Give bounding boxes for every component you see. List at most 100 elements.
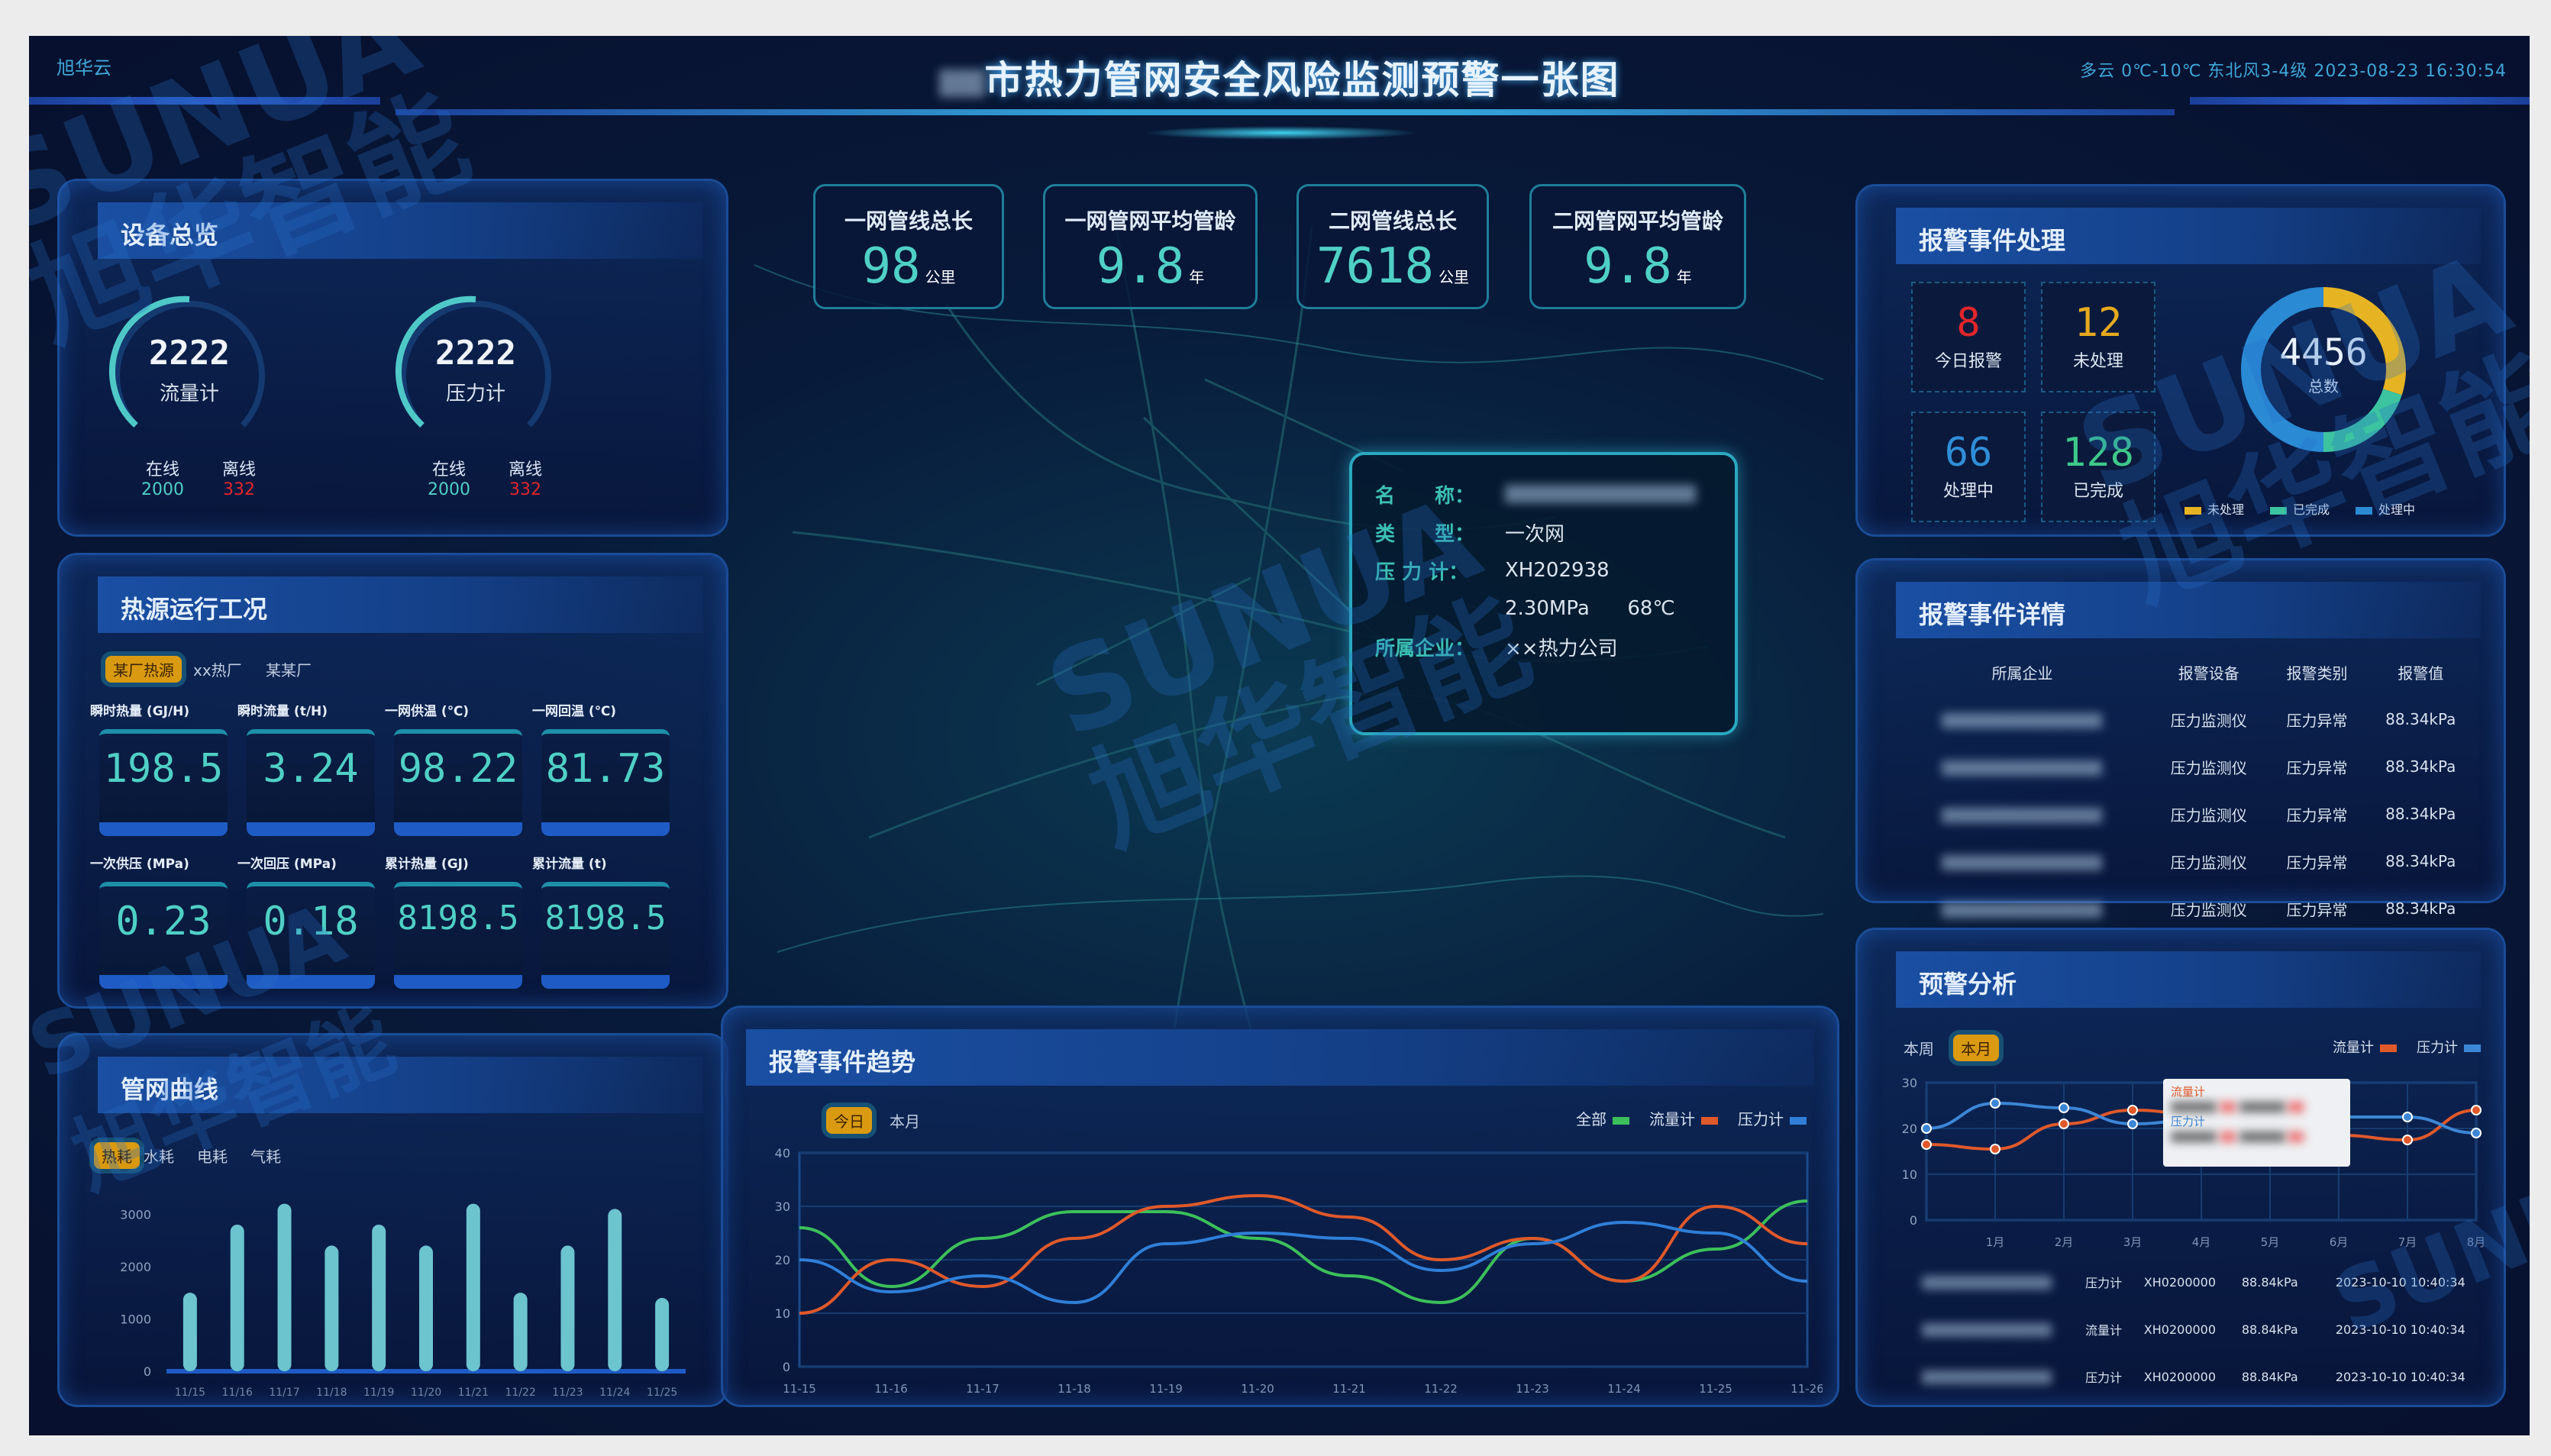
flowmeter-gauge: 2222 流量计 <box>105 288 273 456</box>
table-cell <box>1896 838 2149 885</box>
y-tick-label: 30 <box>1902 1076 1917 1090</box>
tab-heat[interactable]: 热耗 <box>94 1142 140 1169</box>
stat-label: 二网管线总长 <box>1328 208 1457 234</box>
x-tick-label: 11/23 <box>552 1387 583 1399</box>
y-tick-label: 0 <box>1910 1213 1917 1228</box>
y-tick-label: 10 <box>1902 1167 1917 1182</box>
metric-value: 3.24 <box>247 729 375 836</box>
bar <box>513 1293 528 1371</box>
table-row: 压力监测仪 压力异常 88.34kPa <box>1896 885 2476 932</box>
series-line-全部 <box>799 1199 1808 1305</box>
data-point <box>2471 1128 2482 1138</box>
legend-item: 已完成 <box>2264 499 2330 518</box>
alarm-label: 已完成 <box>2072 482 2123 501</box>
legend-label: 压力计 <box>1738 1110 1784 1128</box>
trend-legend: 全部 流量计 压力计 <box>1576 1107 1807 1129</box>
x-tick-label: 5月 <box>2261 1235 2280 1249</box>
tab-power[interactable]: 电耗 <box>197 1148 228 1166</box>
metric-label: 累计流量 (t) <box>532 857 607 872</box>
tab-gas[interactable]: 气耗 <box>250 1148 281 1166</box>
table-cell: 压力异常 <box>2286 711 2348 730</box>
table-cell: 88.34kPa <box>2385 757 2456 776</box>
legend-item: 流量计 <box>2333 1037 2397 1057</box>
redacted-text <box>1922 1322 2052 1337</box>
list-item: 压力计 XH0200000 88.84kPa 2023-10-10 10:40:34 <box>1896 1353 2491 1400</box>
map-device-popup: 名 称： 类 型： 一次网 压 力 计： XH202938 2.30MPa 68℃ … <box>1349 452 1738 735</box>
legend-item: 压力计 <box>2417 1037 2481 1057</box>
x-tick-label: 11-24 <box>1607 1382 1641 1396</box>
tab-source-2[interactable]: xx热厂 <box>193 661 242 680</box>
table-cell <box>1896 1353 2078 1400</box>
table-cell: 压力异常 <box>2286 758 2348 777</box>
tab-source-3[interactable]: 某某厂 <box>266 661 312 680</box>
pressure-gauge: 2222 压力计 <box>392 288 560 456</box>
stat-label: 一网管线总长 <box>844 208 973 234</box>
legend-label: 流量计 <box>2333 1040 2374 1056</box>
table-row: 压力监测仪 压力异常 88.34kPa <box>1896 743 2476 790</box>
stat-value: 9.8 年 <box>1584 238 1692 295</box>
table-cell: 88.84kPa <box>2241 1322 2298 1337</box>
popup-key: 名 称： <box>1375 484 1475 508</box>
table-header: 所属企业 报警设备 报警类别 报警值 <box>1896 648 2476 696</box>
chart-tooltip: 流量计 压力计 <box>2163 1079 2350 1167</box>
legend-label: 压力计 <box>2417 1040 2458 1056</box>
tab-month[interactable]: 本月 <box>1953 1035 1999 1061</box>
stat-value: 98 公里 <box>861 238 956 295</box>
list-item: 压力计 XH0200000 88.84kPa 2023-10-10 10:40:34 <box>1896 1258 2491 1306</box>
table-cell <box>1896 790 2149 838</box>
table-cell: 压力异常 <box>2286 900 2348 919</box>
device-overview-panel: 设备总览 2222 流量计 在线 2000 离线 332 2222 压力计 在线 20… <box>57 179 728 537</box>
tab-water[interactable]: 水耗 <box>144 1148 174 1166</box>
table-cell: 压力监测仪 <box>2170 758 2247 777</box>
pipe-curve-bar-chart: 0 1000 2000 3000 11/15 11/16 11/17 11/18 11/19 11… <box>120 1203 686 1399</box>
bar <box>466 1203 480 1371</box>
table-cell <box>1896 696 2149 743</box>
metric-label: 瞬时热量 (GJ/H) <box>90 704 190 719</box>
legend-item: 全部 <box>1576 1107 1629 1129</box>
x-tick-label: 11-20 <box>1241 1382 1274 1396</box>
pipe-curve-panel: 管网曲线 热耗 水耗 电耗 气耗 0 1000 2000 3000 11/15 11/16… <box>57 1033 728 1407</box>
metric-value: 0.23 <box>99 882 228 989</box>
legend-label: 未处理 <box>2207 502 2245 517</box>
series-line-压力计 <box>799 1220 1808 1305</box>
redacted-text <box>1942 854 2103 870</box>
tab-month[interactable]: 本月 <box>890 1112 920 1131</box>
city-map[interactable] <box>716 150 1846 1067</box>
y-tick-label: 1000 <box>120 1312 151 1326</box>
legend-item: 未处理 <box>2178 499 2244 518</box>
table-cell: 88.34kPa <box>2385 899 2456 918</box>
x-tick-label: 11-17 <box>966 1382 999 1396</box>
x-tick-label: 11/19 <box>363 1387 394 1399</box>
metric-label: 一次回压 (MPa) <box>237 857 337 872</box>
x-tick-label: 11/24 <box>599 1387 630 1399</box>
metric-value: 0.18 <box>247 882 375 989</box>
x-tick-label: 11-26 <box>1791 1382 1823 1396</box>
data-point <box>2059 1102 2069 1113</box>
alarm-status-donut <box>2241 287 2406 452</box>
legend-swatch <box>2356 506 2373 515</box>
legend-swatch <box>2184 506 2201 515</box>
popup-key: 压 力 计： <box>1375 560 1469 584</box>
warning-analysis-panel: 预警分析 本周 本月 流量计 压力计 0 10 20 30 1月 2月 3月 4月 5月 6月 7月 8… <box>1855 928 2506 1407</box>
table-cell: 压力计 <box>2085 1370 2123 1385</box>
donut-slice-处理中 <box>2241 287 2324 452</box>
bar <box>608 1209 622 1371</box>
table-cell <box>1896 885 2149 932</box>
column-header: 报警类别 <box>2286 663 2348 683</box>
donut-center: 4456 总数 <box>2279 331 2368 395</box>
donut-slice-未处理 <box>2323 287 2406 395</box>
x-tick-label: 11/21 <box>458 1387 489 1399</box>
x-tick-label: 11/18 <box>316 1387 347 1399</box>
tab-today[interactable]: 今日 <box>826 1107 872 1134</box>
tab-week[interactable]: 本周 <box>1904 1040 1934 1058</box>
gauge-value: 2222 <box>435 334 516 373</box>
metric-label: 一网回温 (℃) <box>532 704 617 719</box>
table-cell: 压力监测仪 <box>2170 900 2247 919</box>
metric-label: 一次供压 (MPa) <box>90 857 189 872</box>
popup-value: XH202938 <box>1505 559 1610 582</box>
flowmeter-online: 在线 2000 <box>141 460 184 499</box>
stat-card-secondary-length: 二网管线总长 7618 公里 <box>1296 184 1489 309</box>
panel-title: 报警事件详情 <box>1896 582 2481 638</box>
tab-source-1[interactable]: 某厂热源 <box>105 656 182 683</box>
alarm-trend-line-chart: 0 10 20 30 40 11-15 11-16 11-17 11-18 11-19 11-20 1… <box>775 1146 1823 1396</box>
